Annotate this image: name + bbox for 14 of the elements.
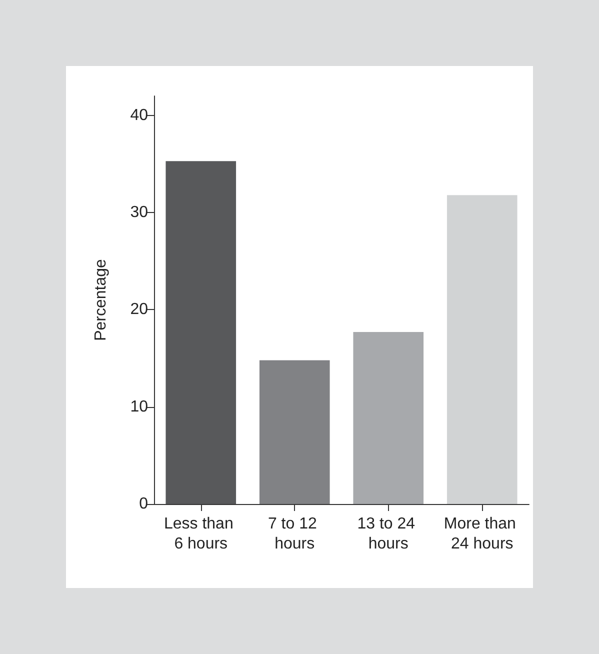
bar [259, 360, 330, 504]
y-axis-title: Percentage [92, 258, 110, 341]
y-tick-label: 0 [139, 496, 148, 512]
bar [446, 195, 518, 504]
y-tick-label: 10 [130, 398, 148, 416]
y-tick-label: 40 [130, 106, 148, 124]
x-tick-label: Less than 6 hours [164, 516, 238, 552]
y-tick-label: 20 [130, 301, 148, 318]
y-tick-label: 30 [130, 204, 148, 222]
x-tick-label: 7 to 12 hours [268, 516, 322, 552]
bar [353, 332, 424, 504]
bar [166, 161, 236, 504]
x-tick-label: More than 24 hours [444, 516, 520, 552]
x-tick-label: 13 to 24 hours [357, 516, 420, 552]
